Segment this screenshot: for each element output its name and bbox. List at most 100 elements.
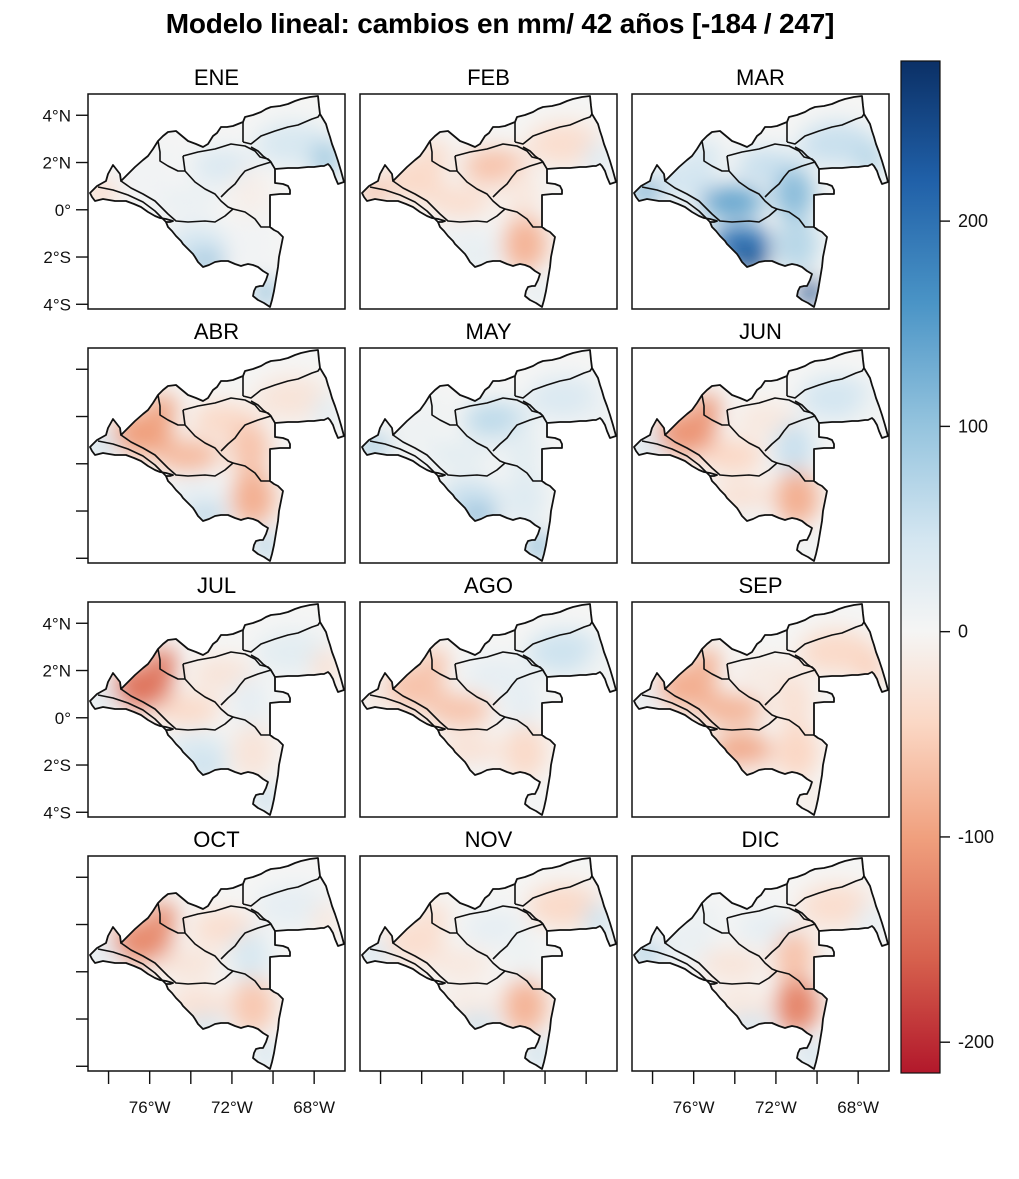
- region-cell-northeast: [255, 376, 331, 420]
- region-cell-central: [700, 440, 764, 472]
- colorbar-tick-label: 0: [958, 622, 968, 642]
- region-cell-southeast: [231, 724, 275, 780]
- panel-dic: DIC 76°W 72°W 68°W: [631, 827, 890, 1117]
- department-boundary: [250, 908, 276, 932]
- panel-title: SEP: [738, 573, 782, 598]
- department-boundary: [242, 367, 321, 399]
- department-boundary: [250, 146, 276, 170]
- region-cell-central-east: [502, 676, 542, 728]
- y-tick-label: 4°S: [43, 295, 71, 314]
- department-boundary: [726, 663, 730, 680]
- region-cell-southeast: [775, 724, 819, 780]
- region-cell-southeast: [503, 470, 547, 526]
- department-boundary: [97, 948, 167, 985]
- panel-jul: JUL 4°N 2°N 0° 2°S 4°S: [42, 573, 346, 822]
- region-cell-northeast-edge: [312, 903, 340, 939]
- region-cell-southeast: [231, 216, 275, 272]
- panel-title: ABR: [194, 319, 239, 344]
- region-cell-southeast: [775, 216, 819, 272]
- department-boundary: [794, 400, 820, 424]
- region-cell-central: [428, 948, 492, 980]
- department-boundary: [242, 113, 321, 145]
- region-cell-central-east: [230, 676, 270, 728]
- region-cell-northeast-edge: [584, 395, 612, 431]
- panel-frame: [359, 93, 618, 310]
- panel-title: JUN: [739, 319, 782, 344]
- x-tick-label: 68°W: [837, 1098, 879, 1117]
- department-boundary: [97, 440, 167, 477]
- region-cell-south-edge: [456, 508, 500, 524]
- panel-frame: [631, 93, 890, 310]
- department-boundary: [701, 140, 778, 210]
- region-cell-central-east: [502, 422, 542, 474]
- panel-jun: JUN: [631, 319, 890, 564]
- region-cell-central-east: [502, 930, 542, 982]
- region-cell-northwest: [693, 140, 721, 168]
- region-cell-southeast: [231, 978, 275, 1034]
- department-boundary: [764, 669, 820, 706]
- field-blobs: [90, 376, 340, 560]
- region-cell-northeast-edge: [856, 903, 884, 939]
- region-cell-central: [156, 440, 220, 472]
- department-boundary: [220, 415, 276, 452]
- department-boundary: [726, 917, 730, 934]
- department-boundary: [220, 669, 276, 706]
- region-cell-southwest: [168, 988, 228, 1020]
- department-boundary: [786, 367, 865, 399]
- region-cell-northeast: [255, 630, 331, 674]
- region-cell-southwest: [168, 734, 228, 766]
- region-cell-northeast: [799, 884, 875, 928]
- y-tick-label: 4°S: [43, 803, 71, 822]
- department-boundary: [97, 186, 167, 223]
- department-boundary: [250, 400, 276, 424]
- x-tick-label: 76°W: [673, 1098, 715, 1117]
- region-cell-northeast-edge: [856, 141, 884, 177]
- region-cell-south-edge: [456, 1016, 500, 1032]
- region-cell-northeast: [799, 630, 875, 674]
- department-boundary: [786, 875, 865, 907]
- panel-frame: [87, 601, 346, 818]
- colorbar: 200 100 0 -100 -200: [900, 60, 994, 1074]
- department-boundary: [726, 155, 730, 172]
- colorbar-tick-label: 100: [958, 416, 988, 436]
- region-cell-southwest: [712, 734, 772, 766]
- region-cell-northwest: [421, 902, 449, 930]
- panel-title: JUL: [197, 573, 236, 598]
- panel-title: ENE: [194, 65, 239, 90]
- department-boundary: [157, 140, 234, 210]
- chart-title: Modelo lineal: cambios en mm/ 42 años [-…: [165, 8, 835, 39]
- department-boundary: [794, 654, 820, 678]
- region-cell-central: [700, 186, 764, 218]
- y-tick-label: 2°N: [42, 662, 71, 681]
- panels-grid: ENE 4°N 2°N 0° 2°S 4°S FEB MAR ABR MAY JUN JUL 4°N 2°…: [42, 65, 890, 1117]
- y-tick-label: 0°: [55, 709, 71, 728]
- department-boundary: [182, 917, 186, 934]
- region-cell-northwest: [693, 394, 721, 422]
- department-boundary: [369, 948, 439, 985]
- department-boundary: [764, 161, 820, 198]
- department-boundary: [492, 415, 548, 452]
- panel-ago: AGO: [359, 573, 618, 818]
- x-tick-label: 76°W: [129, 1098, 171, 1117]
- department-boundary: [392, 180, 542, 228]
- panel-frame: [631, 601, 890, 818]
- department-boundary: [250, 654, 276, 678]
- department-boundary: [514, 367, 593, 399]
- region-cell-southwest: [440, 226, 500, 258]
- region-cell-northeast-edge: [584, 649, 612, 685]
- y-tick-label: 0°: [55, 201, 71, 220]
- department-boundary: [242, 875, 321, 907]
- department-boundary: [120, 180, 270, 228]
- x-tick-label: 72°W: [211, 1098, 253, 1117]
- department-boundary: [369, 440, 439, 477]
- department-boundary: [392, 688, 542, 736]
- region-cell-central-east: [774, 422, 814, 474]
- department-boundary: [454, 917, 458, 934]
- colorbar-gradient: [900, 60, 941, 1074]
- department-boundary: [492, 923, 548, 960]
- region-cell-south-edge: [728, 254, 772, 270]
- region-cell-south-edge: [184, 508, 228, 524]
- region-cell-central-east: [502, 168, 542, 220]
- panel-frame: [87, 347, 346, 564]
- department-boundary: [429, 902, 506, 972]
